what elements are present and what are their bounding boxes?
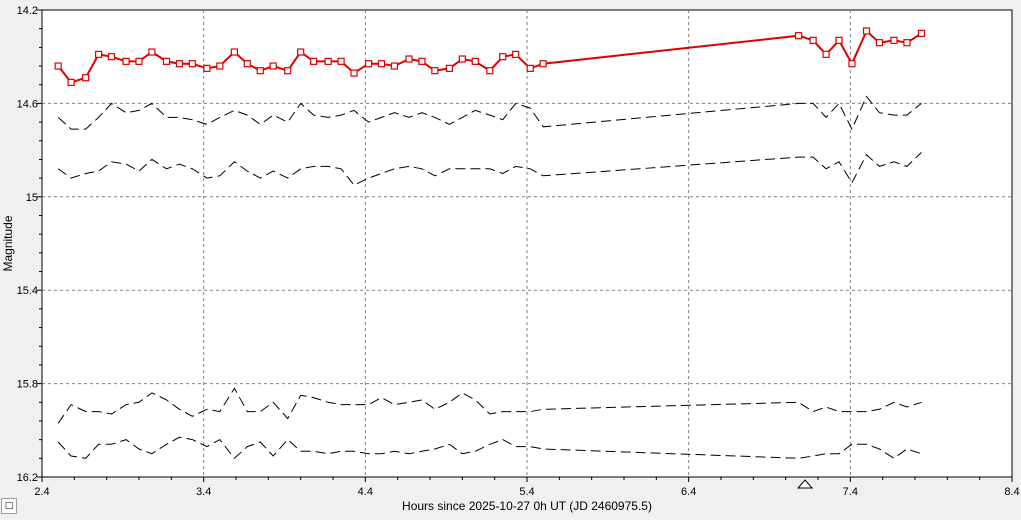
data-point [431,67,439,75]
data-point [512,50,520,58]
data-point [539,60,547,68]
data-point [499,53,507,61]
data-point [917,29,926,37]
series-layer [54,27,926,460]
data-point [230,48,238,56]
data-point [122,57,130,65]
data-point [418,57,426,65]
data-point [243,60,251,68]
data-point [390,62,399,70]
data-point [835,36,843,44]
y-tick-label: 15.8 [17,379,38,391]
x-tick-label: 8.4 [1004,486,1019,498]
x-tick-label: 3.4 [196,486,211,498]
data-point [822,50,830,58]
data-point [794,32,803,40]
data-point [809,36,817,44]
x-axis-label: Hours since 2025-10-27 0h UT (JD 2460975… [402,499,652,513]
y-axis-label: Magnitude [1,215,15,271]
data-point [203,64,211,72]
data-point [216,62,224,70]
data-point [256,67,264,75]
data-point [875,39,884,47]
y-tick-label: 14.2 [17,5,38,17]
plot-area [41,9,1013,478]
x-tick-label: 5.4 [519,486,534,498]
series-4 [57,436,922,460]
data-point [350,69,358,77]
data-point [310,57,318,65]
data-point [377,60,386,68]
y-tick-label: 15 [26,192,38,204]
data-point [486,67,494,75]
data-point [405,55,413,63]
time-marker [796,479,814,489]
data-point [175,60,184,68]
x-tick-label: 7.4 [843,486,858,498]
series-0 [54,27,926,86]
data-point [188,60,196,68]
data-point [82,74,90,82]
data-point [903,39,911,47]
data-point [67,78,75,86]
series-3 [57,387,922,424]
comparison-line [57,152,922,186]
data-point [107,53,116,61]
data-point [94,50,103,58]
time-marker-icon [796,479,814,489]
data-point [324,57,332,65]
data-point [269,62,277,70]
y-tick-label: 14.6 [17,98,38,110]
data-point [526,64,534,72]
comparison-line [57,387,922,424]
x-tick-label: 2.4 [34,486,49,498]
data-point [890,36,898,44]
data-point [445,64,453,72]
series-2 [57,152,922,186]
data-point [364,60,373,68]
series-1 [57,95,922,131]
x-axis-ticks: 2.4 3.4 4.4 5.4 6.4 7.4 8.4 [34,477,1020,498]
x-tick-label: 4.4 [358,486,373,498]
data-point [148,48,156,56]
data-point [54,62,62,70]
data-point [848,60,856,68]
y-tick-label: 16.2 [17,472,38,484]
data-point [862,27,871,35]
data-point [162,57,171,65]
legend-toggle-button[interactable]: □ [1,498,17,514]
data-point [458,55,466,63]
x-tick-label: 6.4 [681,486,696,498]
y-tick-label: 15.4 [17,285,38,297]
comparison-line [57,95,922,131]
data-point [471,57,479,65]
data-point [297,48,305,56]
data-point [337,57,345,65]
data-point [284,67,292,75]
comparison-line [57,436,922,460]
y-axis-ticks: 14.2 14.6 15 15.4 15.8 16.2 [17,5,42,484]
data-point [135,57,143,65]
